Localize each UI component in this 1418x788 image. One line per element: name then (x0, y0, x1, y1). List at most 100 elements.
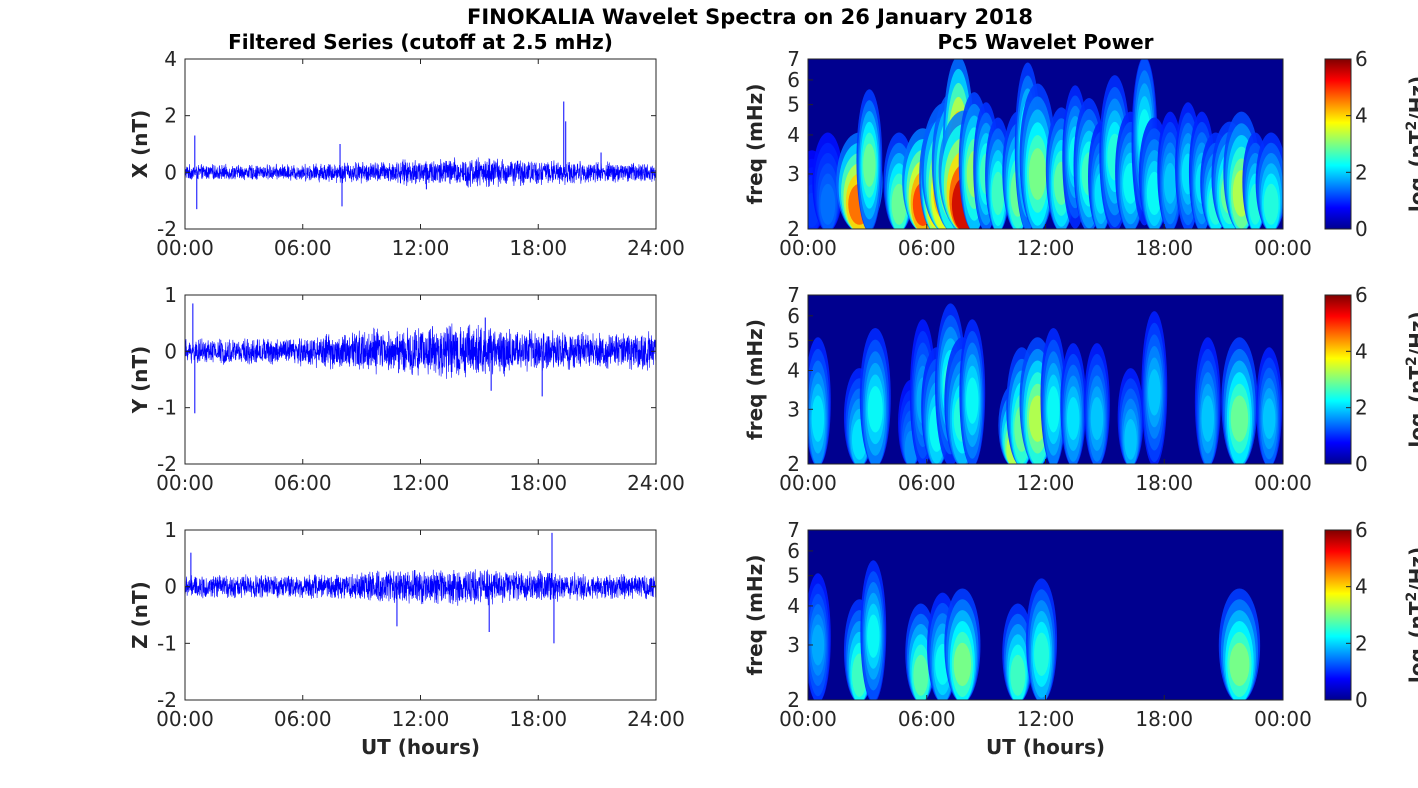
figure-title: FINOKALIA Wavelet Spectra on 26 January … (467, 5, 1033, 29)
z-wavelet-ytick-label: 5 (787, 564, 800, 588)
x-wavelet-colorbar-tick: 0 (1355, 217, 1368, 241)
x-wavelet-ytick-label: 7 (787, 47, 800, 71)
x-wavelet-xtick-label: 12:00 (1017, 236, 1075, 260)
x-wavelet-ytick-label: 5 (787, 93, 800, 117)
x-wavelet-xtick-label: 00:00 (1254, 236, 1312, 260)
z-wavelet-colorbar-gradient (1324, 529, 1352, 701)
x-wavelet-blob-1 (820, 183, 836, 225)
x-wavelet-blob-3 (863, 143, 876, 187)
z-wavelet-xlabel: UT (hours) (986, 735, 1105, 759)
y-series-trace (185, 323, 656, 379)
y-series-ytick-label: 1 (164, 283, 177, 307)
x-series-xtick-label: 18:00 (509, 236, 567, 260)
x-wavelet-xtick-label: 18:00 (1135, 236, 1193, 260)
y-wavelet-blob-17 (1201, 395, 1215, 442)
y-series-panel: 00:00 06:00 12:00 18:00 24:00 -2 -1 0 1 Y (nT) (128, 283, 685, 495)
y-wavelet-ytick-label: 6 (787, 304, 800, 328)
z-series-ytick-label: -2 (157, 688, 177, 712)
z-wavelet-xtick-label: 12:00 (1017, 707, 1075, 731)
z-series-xtick-label: 12:00 (392, 707, 450, 731)
x-series-xtick-label: 12:00 (392, 236, 450, 260)
y-wavelet-blob-19 (1262, 398, 1276, 439)
x-wavelet-xtick-label: 00:00 (779, 236, 837, 260)
y-series-ytick-label: -2 (157, 452, 177, 476)
x-series-ytick-label: 0 (164, 160, 177, 184)
z-wavelet-blob-5 (953, 642, 972, 687)
x-wavelet-colorbar-tick: 6 (1355, 47, 1368, 71)
y-wavelet-heatmap (808, 303, 1283, 464)
y-wavelet-blob-16 (1148, 369, 1161, 416)
y-wavelet-colorbar-tick: 2 (1355, 396, 1368, 420)
x-wavelet-heatmap (808, 59, 1283, 229)
y-wavelet-colorbar: 0 2 4 6 log2(nT2/Hz) (1324, 283, 1418, 476)
z-wavelet-xtick-label: 18:00 (1135, 707, 1193, 731)
x-series-ylabel: X (nT) (128, 110, 152, 179)
z-wavelet-xtick-label: 00:00 (1254, 707, 1312, 731)
z-series-ylabel: Z (nT) (128, 581, 152, 649)
x-wavelet-blob-13 (991, 171, 1005, 216)
x-wavelet-blob-4 (891, 183, 907, 225)
x-series-ytick-label: 4 (164, 47, 177, 71)
y-wavelet-ylabel: freq (mHz) (743, 319, 767, 440)
z-wavelet-ylabel: freq (mHz) (743, 555, 767, 676)
x-series-xtick-label: 00:00 (156, 236, 214, 260)
x-wavelet-blob-25 (1163, 162, 1177, 204)
y-wavelet-blob-12 (1047, 386, 1060, 433)
z-wavelet-colorbar: 0 2 4 6 log2(nT2/Hz) (1324, 518, 1418, 712)
y-series-xtick-label: 12:00 (392, 471, 450, 495)
x-series-trace (185, 157, 656, 188)
z-wavelet-ytick-label: 3 (787, 633, 800, 657)
y-wavelet-xtick-label: 00:00 (779, 471, 837, 495)
x-wavelet-blob-16 (1028, 148, 1047, 200)
x-wavelet-ytick-label: 2 (787, 217, 800, 241)
x-wavelet-colorbar-gradient (1324, 58, 1352, 230)
y-wavelet-colorbar-tick: 0 (1355, 452, 1368, 476)
z-series-plot-area (185, 530, 656, 700)
y-wavelet-ytick-label: 7 (787, 283, 800, 307)
z-wavelet-colorbar-label: log2(nT2/Hz) (1404, 547, 1418, 683)
x-wavelet-colorbar-tick: 4 (1355, 104, 1368, 128)
z-series-ytick-label: 1 (164, 518, 177, 542)
z-series-ytick-label: 0 (164, 575, 177, 599)
y-wavelet-blob-2 (867, 386, 883, 433)
z-wavelet-blob-6 (1010, 654, 1026, 696)
y-wavelet-xtick-label: 06:00 (898, 471, 956, 495)
y-wavelet-blob-14 (1090, 397, 1104, 441)
z-series-xtick-label: 24:00 (627, 707, 685, 731)
y-series-xtick-label: 18:00 (509, 471, 567, 495)
y-wavelet-blob-8 (966, 377, 979, 424)
x-wavelet-title: Pc5 Wavelet Power (937, 30, 1153, 54)
y-series-ytick-label: -1 (157, 396, 177, 420)
x-wavelet-ytick-label: 3 (787, 162, 800, 186)
z-wavelet-blob-2 (867, 614, 880, 658)
z-wavelet-blob-8 (1229, 642, 1250, 687)
y-wavelet-ytick-label: 2 (787, 452, 800, 476)
x-wavelet-blob-32 (1263, 183, 1279, 225)
x-wavelet-ylabel: freq (mHz) (743, 84, 767, 205)
z-wavelet-blob-3 (913, 654, 929, 696)
z-wavelet-colorbar-tick: 4 (1355, 575, 1368, 599)
y-wavelet-colorbar-tick: 4 (1355, 339, 1368, 363)
z-series-xlabel: UT (hours) (361, 735, 480, 759)
y-series-plot-area (185, 295, 656, 464)
y-wavelet-colorbar-label: log2(nT2/Hz) (1404, 311, 1418, 447)
y-wavelet-blob-18 (1230, 395, 1249, 442)
y-wavelet-ytick-label: 5 (787, 328, 800, 352)
y-wavelet-blob-0 (811, 395, 825, 442)
z-series-xtick-label: 06:00 (274, 707, 332, 731)
y-wavelet-blob-15 (1124, 419, 1137, 460)
x-wavelet-ytick-label: 6 (787, 68, 800, 92)
y-wavelet-ytick-label: 4 (787, 358, 800, 382)
y-wavelet-xtick-label: 12:00 (1017, 471, 1075, 495)
z-wavelet-ytick-label: 2 (787, 688, 800, 712)
y-wavelet-ytick-label: 3 (787, 397, 800, 421)
y-series-ytick-label: 0 (164, 339, 177, 363)
x-wavelet-colorbar-tick: 2 (1355, 160, 1368, 184)
y-series-xtick-label: 00:00 (156, 471, 214, 495)
z-series-panel: 00:00 06:00 12:00 18:00 24:00 -2 -1 0 1 Z (nT) UT … (128, 518, 685, 759)
x-series-ytick-label: 2 (164, 104, 177, 128)
